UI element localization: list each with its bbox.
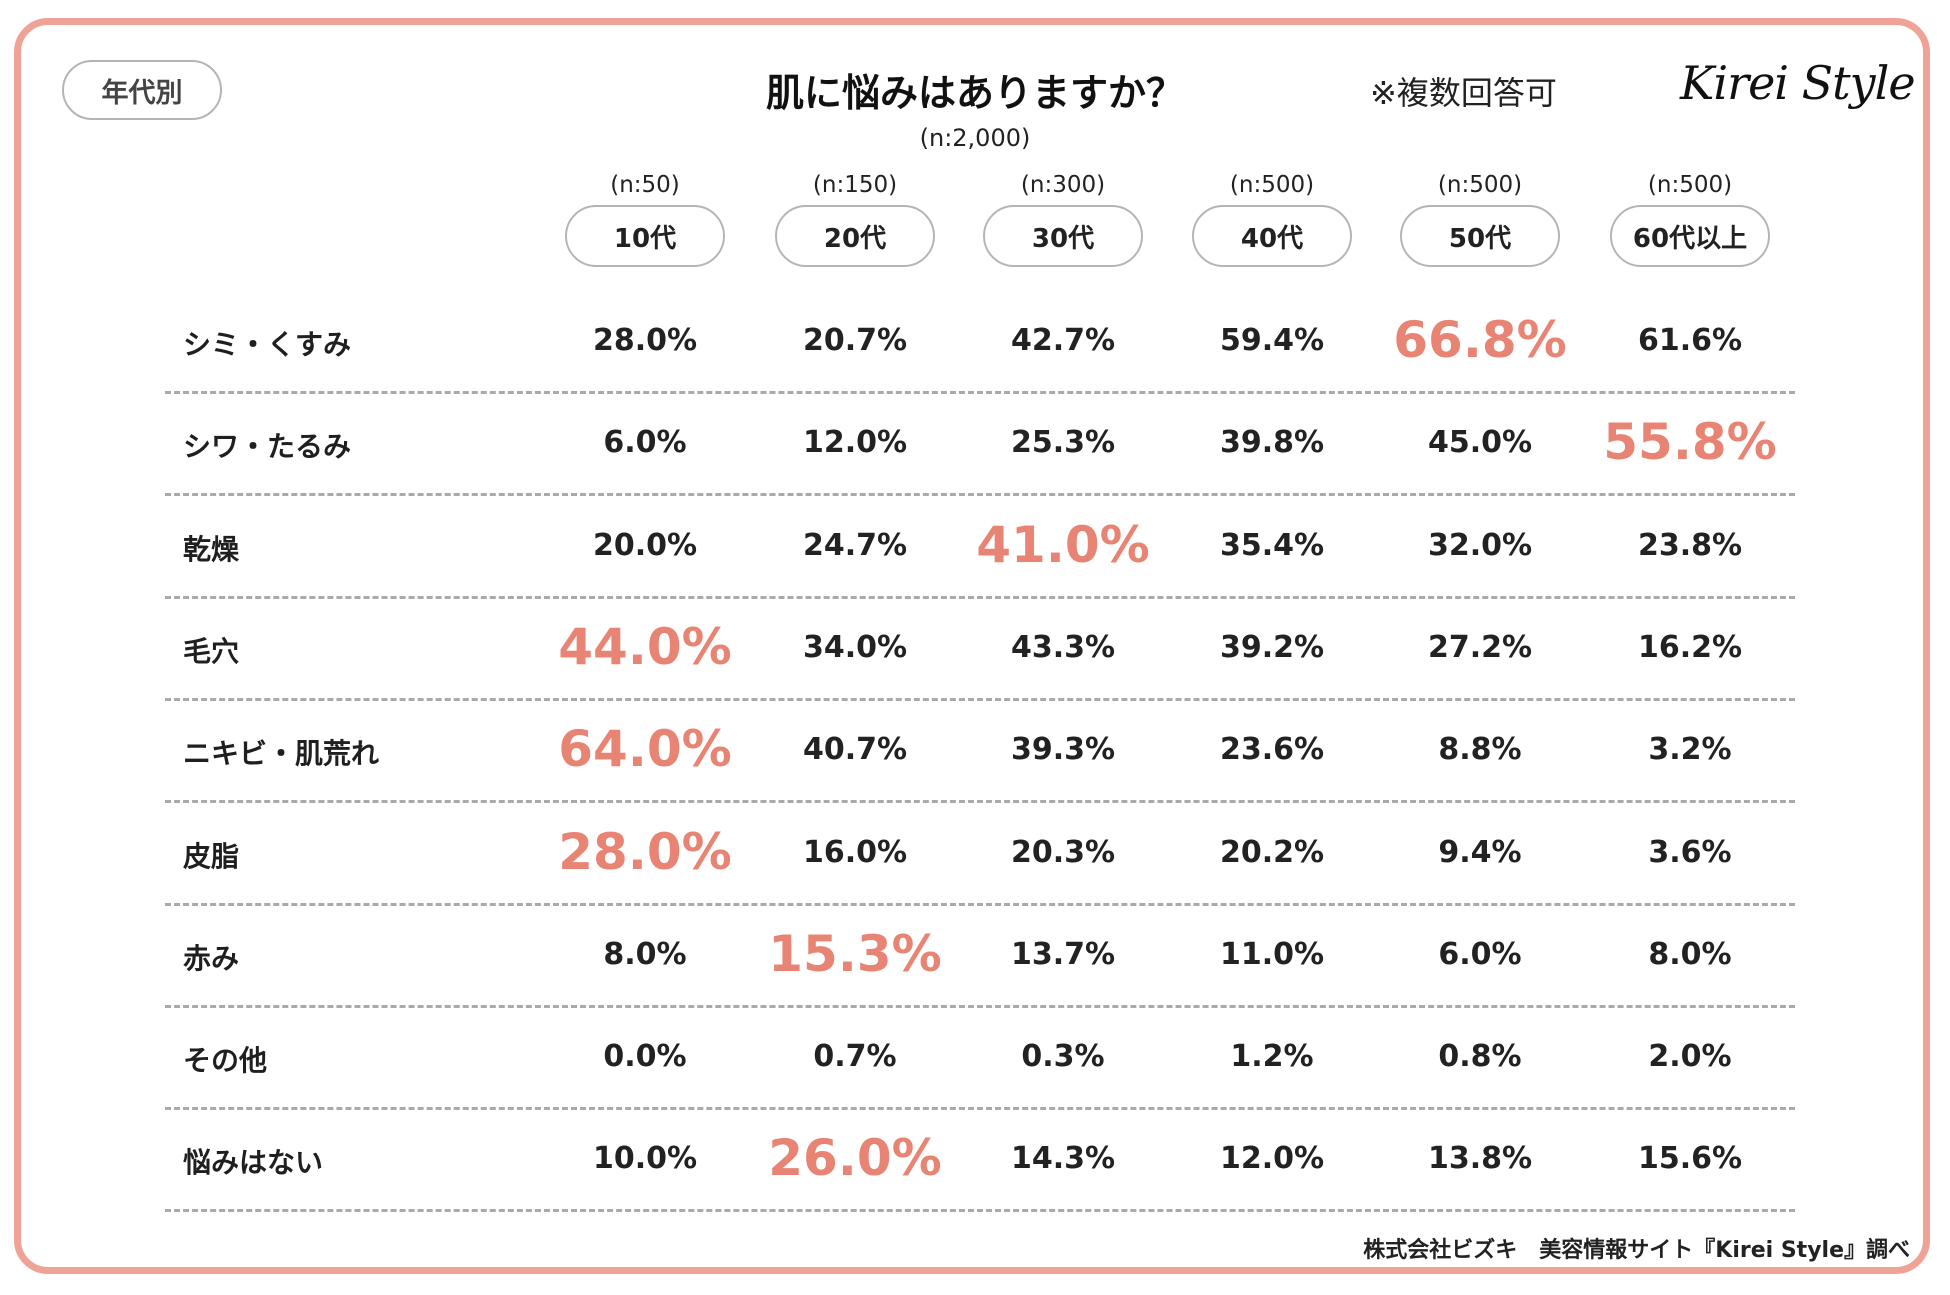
highlighted-value-cell: 41.0% xyxy=(976,516,1150,574)
card-frame xyxy=(14,18,1930,1274)
value-cell: 34.0% xyxy=(802,630,908,665)
value-cell: 39.8% xyxy=(1219,425,1325,460)
row-divider xyxy=(165,596,1795,599)
value-cell: 14.3% xyxy=(1010,1141,1116,1176)
value-cell: 43.3% xyxy=(1010,630,1116,665)
column-sample-size: (n:300) xyxy=(1020,172,1106,198)
value-cell: 12.0% xyxy=(802,425,908,460)
value-cell: 42.7% xyxy=(1010,323,1116,358)
age-filter-button[interactable]: 年代別 xyxy=(62,60,222,120)
value-cell: 13.8% xyxy=(1427,1141,1533,1176)
column-header-age-group: 50代 xyxy=(1400,205,1560,267)
value-cell: 16.2% xyxy=(1637,630,1743,665)
value-cell: 3.2% xyxy=(1648,732,1732,767)
value-cell: 32.0% xyxy=(1427,528,1533,563)
row-divider xyxy=(165,1209,1795,1212)
row-divider xyxy=(165,493,1795,496)
value-cell: 24.7% xyxy=(802,528,908,563)
value-cell: 23.6% xyxy=(1219,732,1325,767)
highlighted-value-cell: 66.8% xyxy=(1393,311,1567,369)
value-cell: 6.0% xyxy=(1438,937,1522,972)
value-cell: 40.7% xyxy=(802,732,908,767)
row-label: 赤み xyxy=(183,942,240,975)
row-label: シミ・くすみ xyxy=(183,328,352,361)
row-divider xyxy=(165,1005,1795,1008)
highlighted-value-cell: 64.0% xyxy=(558,720,732,778)
row-label: 皮脂 xyxy=(183,840,240,873)
value-cell: 1.2% xyxy=(1230,1039,1314,1074)
value-cell: 0.8% xyxy=(1438,1039,1522,1074)
column-sample-size: (n:50) xyxy=(610,172,680,198)
value-cell: 0.7% xyxy=(813,1039,897,1074)
value-cell: 10.0% xyxy=(592,1141,698,1176)
column-sample-size: (n:500) xyxy=(1437,172,1523,198)
value-cell: 20.3% xyxy=(1010,835,1116,870)
row-label: 乾燥 xyxy=(183,533,240,566)
value-cell: 61.6% xyxy=(1637,323,1743,358)
value-cell: 6.0% xyxy=(603,425,687,460)
column-sample-size: (n:150) xyxy=(812,172,898,198)
value-cell: 27.2% xyxy=(1427,630,1533,665)
multiple-answer-note: ※複数回答可 xyxy=(1370,74,1557,112)
value-cell: 45.0% xyxy=(1427,425,1533,460)
highlighted-value-cell: 55.8% xyxy=(1603,413,1777,471)
value-cell: 25.3% xyxy=(1010,425,1116,460)
row-label: その他 xyxy=(183,1044,268,1077)
row-divider xyxy=(165,903,1795,906)
highlighted-value-cell: 28.0% xyxy=(558,823,732,881)
value-cell: 12.0% xyxy=(1219,1141,1325,1176)
value-cell: 20.0% xyxy=(592,528,698,563)
column-header-age-group: 40代 xyxy=(1192,205,1352,267)
column-header-age-group: 60代以上 xyxy=(1610,205,1770,267)
source-credit: 株式会社ビズキ 美容情報サイト『Kirei Style』調べ xyxy=(1363,1238,1910,1263)
chart-title: 肌に悩みはありますか？ xyxy=(765,71,1184,115)
value-cell: 0.0% xyxy=(603,1039,687,1074)
value-cell: 39.3% xyxy=(1010,732,1116,767)
column-header-age-group: 20代 xyxy=(775,205,935,267)
value-cell: 28.0% xyxy=(592,323,698,358)
row-label: ニキビ・肌荒れ xyxy=(183,737,380,770)
value-cell: 11.0% xyxy=(1219,937,1325,972)
value-cell: 39.2% xyxy=(1219,630,1325,665)
highlighted-value-cell: 15.3% xyxy=(768,925,942,983)
value-cell: 20.7% xyxy=(802,323,908,358)
row-divider xyxy=(165,1107,1795,1110)
row-divider xyxy=(165,391,1795,394)
value-cell: 59.4% xyxy=(1219,323,1325,358)
value-cell: 8.8% xyxy=(1438,732,1522,767)
highlighted-value-cell: 44.0% xyxy=(558,618,732,676)
column-header-age-group: 10代 xyxy=(565,205,725,267)
value-cell: 8.0% xyxy=(1648,937,1732,972)
row-divider xyxy=(165,800,1795,803)
row-label: シワ・たるみ xyxy=(183,430,352,463)
value-cell: 3.6% xyxy=(1648,835,1732,870)
column-sample-size: (n:500) xyxy=(1229,172,1315,198)
value-cell: 9.4% xyxy=(1438,835,1522,870)
total-sample-size: (n:2,000) xyxy=(919,124,1031,152)
row-label: 毛穴 xyxy=(183,635,240,668)
value-cell: 23.8% xyxy=(1637,528,1743,563)
highlighted-value-cell: 26.0% xyxy=(768,1129,942,1187)
value-cell: 2.0% xyxy=(1648,1039,1732,1074)
value-cell: 8.0% xyxy=(603,937,687,972)
kirei-style-logo: Kirei Style xyxy=(1680,56,1916,110)
row-label: 悩みはない xyxy=(183,1146,324,1179)
column-header-age-group: 30代 xyxy=(983,205,1143,267)
value-cell: 13.7% xyxy=(1010,937,1116,972)
value-cell: 0.3% xyxy=(1021,1039,1105,1074)
column-sample-size: (n:500) xyxy=(1647,172,1733,198)
value-cell: 35.4% xyxy=(1219,528,1325,563)
value-cell: 16.0% xyxy=(802,835,908,870)
row-divider xyxy=(165,698,1795,701)
value-cell: 20.2% xyxy=(1219,835,1325,870)
value-cell: 15.6% xyxy=(1637,1141,1743,1176)
